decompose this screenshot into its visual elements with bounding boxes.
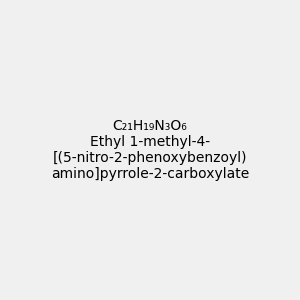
Text: C₂₁H₁₉N₃O₆
Ethyl 1-methyl-4-
[(5-nitro-2-phenoxybenzoyl)
amino]pyrrole-2-carboxy: C₂₁H₁₉N₃O₆ Ethyl 1-methyl-4- [(5-nitro-2…	[51, 119, 249, 181]
